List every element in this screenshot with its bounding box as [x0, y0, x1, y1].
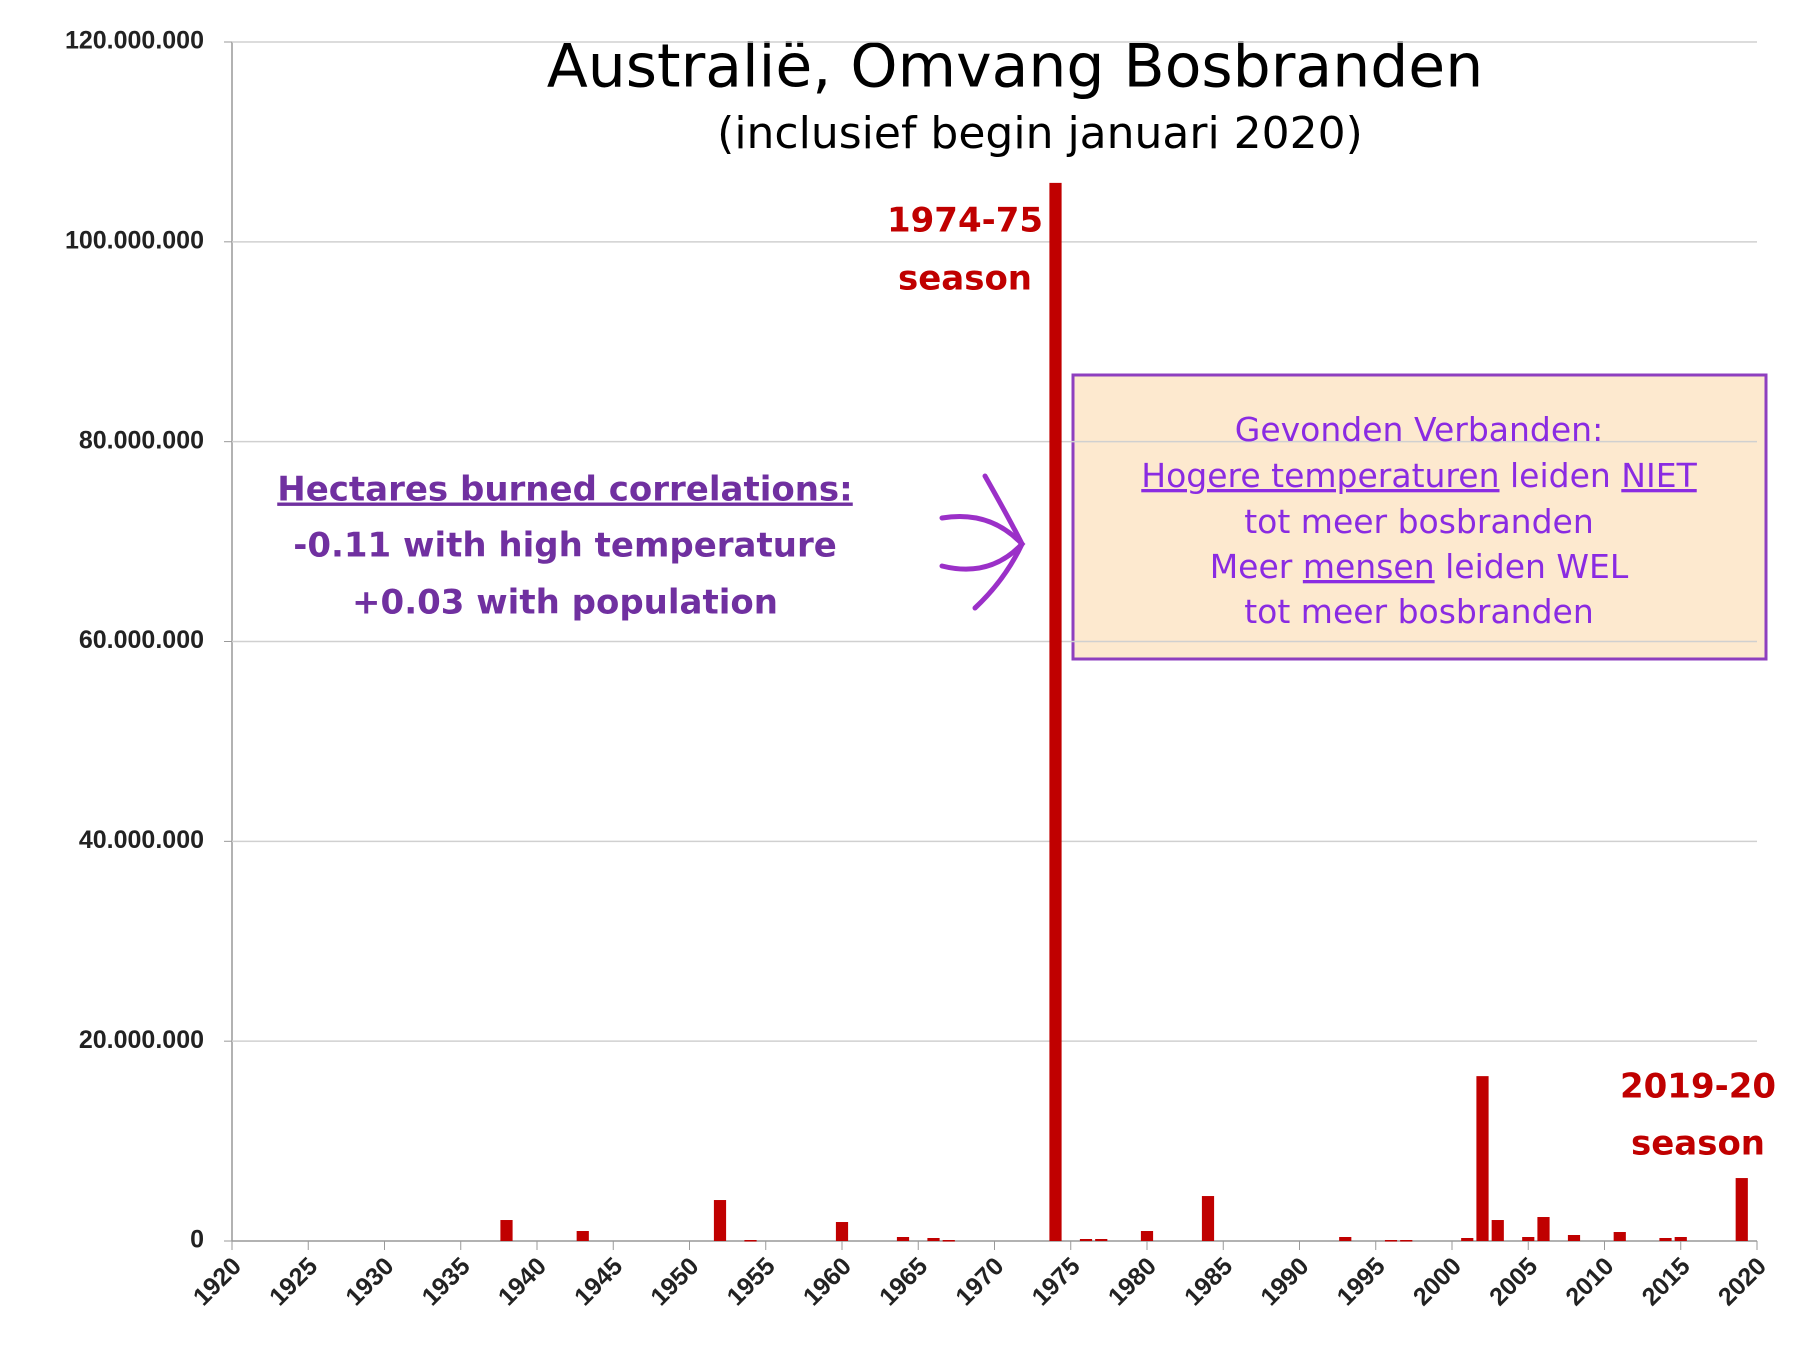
- x-tick-label: 1940: [493, 1252, 552, 1311]
- bar: [1522, 1237, 1535, 1241]
- box-text: Gevonden Verbanden:: [1235, 410, 1603, 449]
- box-text: NIET: [1621, 456, 1697, 495]
- bar: [1140, 1231, 1154, 1241]
- y-tick-label: 60.000.000: [79, 626, 204, 654]
- y-tick-label: 40.000.000: [79, 826, 204, 854]
- x-tick-label: 1985: [1179, 1252, 1238, 1311]
- x-tick-label: 2005: [1484, 1252, 1543, 1311]
- bar: [927, 1238, 940, 1241]
- peak-label: 1974-75: [887, 201, 1043, 241]
- box-line: Gevonden Verbanden:: [1235, 410, 1603, 449]
- x-tick-label: 1950: [645, 1252, 704, 1311]
- bar: [1384, 1240, 1398, 1242]
- x-tick-label: 1980: [1103, 1252, 1162, 1311]
- bar: [1095, 1239, 1108, 1241]
- chart-subtitle: (inclusief begin januari 2020): [717, 108, 1363, 159]
- bar: [1567, 1235, 1581, 1241]
- box-line: Hogere temperaturen leiden NIET: [1141, 456, 1697, 495]
- x-tick-label: 1955: [722, 1252, 781, 1311]
- x-tick-label: 1920: [188, 1252, 247, 1311]
- bar: [1491, 1220, 1504, 1241]
- x-tick-label: 1930: [340, 1252, 399, 1311]
- correlation-text: -0.11 with high temperature: [293, 526, 837, 566]
- bar: [1613, 1232, 1626, 1241]
- bar: [744, 1240, 757, 1242]
- bar: [1049, 182, 1062, 1241]
- last-label: 2019-20: [1620, 1067, 1776, 1107]
- bar: [896, 1237, 910, 1241]
- box-line: tot meer bosbranden: [1244, 592, 1594, 631]
- box-text: Meer: [1210, 547, 1303, 586]
- y-tick-label: 0: [190, 1226, 204, 1254]
- bar: [1659, 1238, 1672, 1241]
- bar: [1476, 1076, 1489, 1241]
- x-tick-label: 2015: [1637, 1252, 1696, 1311]
- x-tick-label: 1960: [798, 1252, 857, 1311]
- x-tick-label: 2000: [1408, 1252, 1467, 1311]
- box-text: tot meer bosbranden: [1244, 592, 1594, 631]
- box-text: mensen: [1303, 547, 1435, 586]
- bar: [942, 1240, 955, 1242]
- annotation-box: [1071, 373, 1768, 661]
- bar: [576, 1231, 589, 1241]
- peak-label: season: [898, 259, 1032, 299]
- correlation-text: +0.03 with population: [352, 583, 778, 623]
- x-tick-label: 1990: [1255, 1252, 1314, 1311]
- last-label: season: [1631, 1124, 1765, 1164]
- x-tick-label: 1995: [1332, 1252, 1391, 1311]
- bar: [1201, 1196, 1215, 1241]
- bar: [1079, 1239, 1093, 1241]
- bar: [713, 1200, 727, 1241]
- bar: [1674, 1237, 1687, 1241]
- bar: [500, 1220, 513, 1241]
- y-tick-label: 120.000.000: [65, 27, 204, 55]
- x-tick-label: 1965: [874, 1252, 933, 1311]
- bar: [835, 1222, 849, 1241]
- bar: [1735, 1178, 1748, 1241]
- y-tick-label: 80.000.000: [79, 426, 204, 454]
- x-tick-label: 1925: [264, 1252, 323, 1311]
- x-tick-label: 1970: [950, 1252, 1009, 1311]
- y-tick-label: 100.000.000: [65, 226, 204, 254]
- box-line: tot meer bosbranden: [1244, 502, 1594, 541]
- chart-title: Australië, Omvang Bosbranden: [547, 32, 1484, 102]
- x-tick-label: 1945: [569, 1252, 628, 1311]
- x-tick-label: 1935: [417, 1252, 476, 1311]
- x-tick-label: 1975: [1027, 1252, 1086, 1311]
- bar: [1537, 1217, 1550, 1241]
- box-line: Meer mensen leiden WEL: [1210, 547, 1629, 586]
- x-tick-label: 2020: [1713, 1252, 1772, 1311]
- arrow: [939, 473, 1026, 611]
- box-text: leiden: [1500, 456, 1622, 495]
- bar: [1400, 1240, 1413, 1242]
- bar: [1461, 1238, 1474, 1241]
- box-text: leiden WEL: [1435, 547, 1629, 586]
- bar: [1339, 1237, 1352, 1241]
- y-tick-label: 20.000.000: [79, 1026, 204, 1054]
- box-text: tot meer bosbranden: [1244, 502, 1594, 541]
- correlation-text: Hectares burned correlations:: [277, 470, 853, 510]
- x-tick-label: 2010: [1560, 1252, 1619, 1311]
- box-text: Hogere temperaturen: [1141, 456, 1499, 495]
